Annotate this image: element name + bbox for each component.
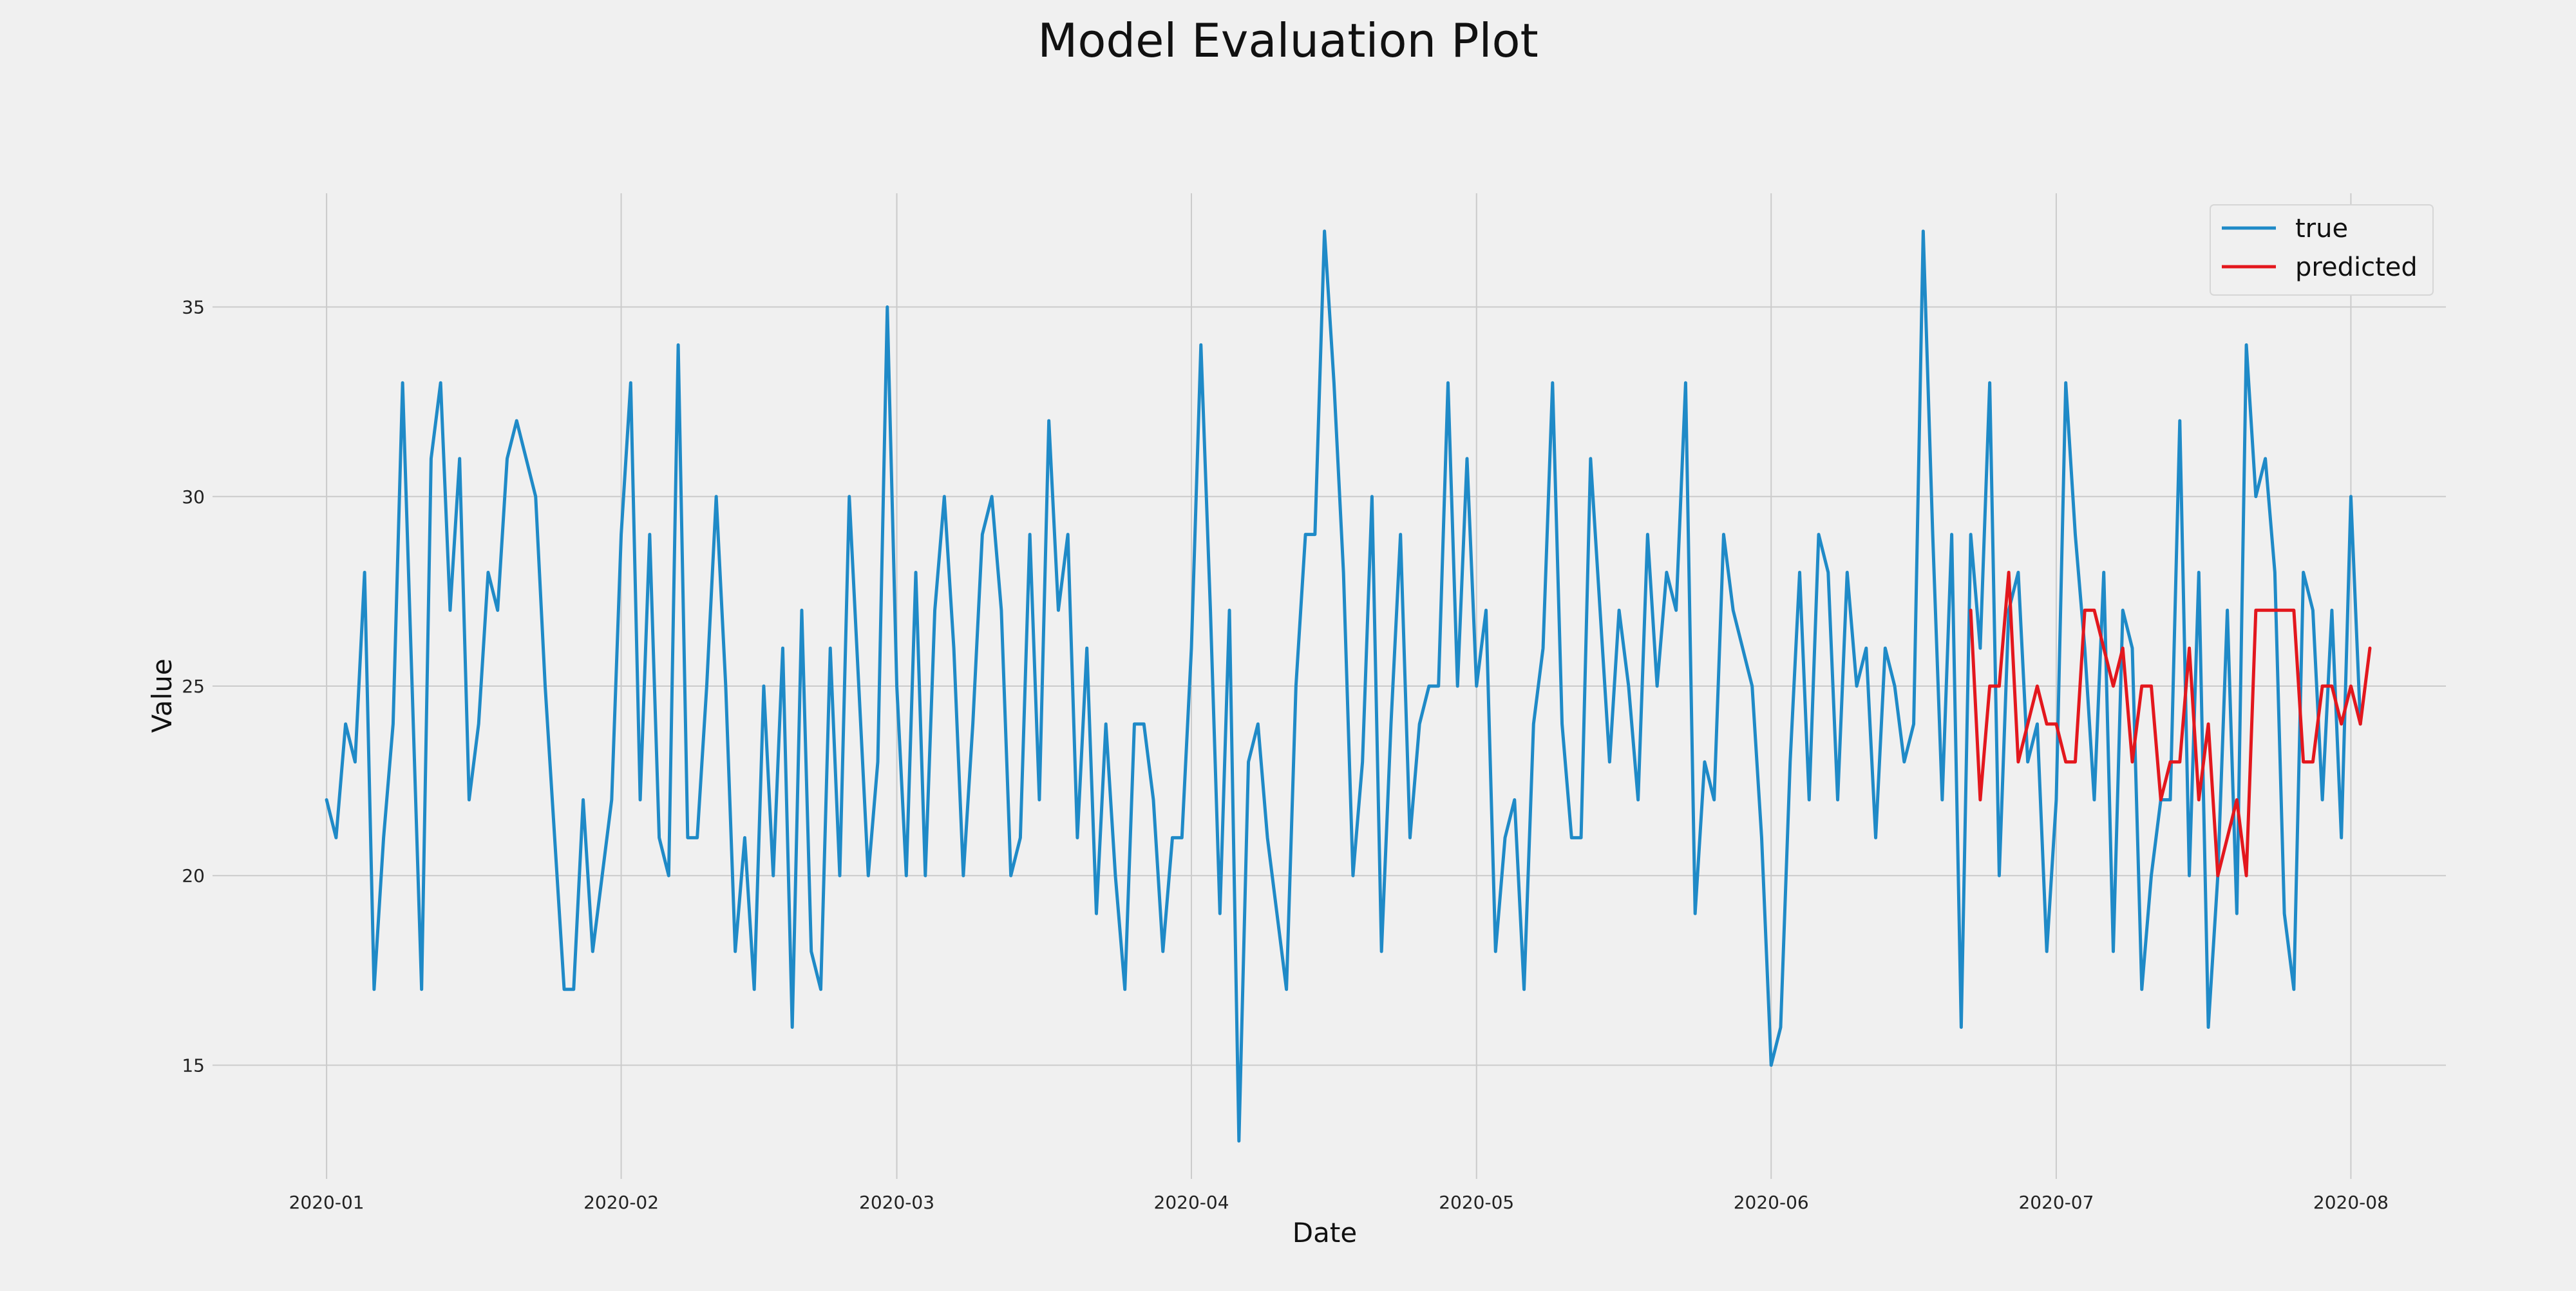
legend-label-predicted: predicted [2295, 253, 2418, 282]
grid-layer [213, 193, 2446, 1179]
legend: true predicted [2210, 204, 2434, 296]
legend-label-true: true [2295, 214, 2348, 244]
x-tick-label: 2020-06 [1734, 1192, 1809, 1213]
x-axis-label: Date [1293, 1217, 1357, 1248]
x-tick-label: 2020-08 [2313, 1192, 2389, 1213]
y-tick-label: 30 [182, 486, 205, 508]
chart-title: Model Evaluation Plot [1037, 14, 1539, 68]
series-layer [325, 229, 2372, 1143]
x-tick-label: 2020-01 [289, 1192, 365, 1213]
x-tick-label: 2020-02 [583, 1192, 659, 1213]
y-axis-label: Value [146, 658, 178, 732]
y-tick-label: 15 [182, 1055, 205, 1076]
tick-layer: 2020-01 2020-02 2020-03 2020-04 2020-05 2020-… [182, 297, 2389, 1213]
y-tick-label: 20 [182, 865, 205, 886]
x-tick-label: 2020-05 [1439, 1192, 1514, 1213]
x-tick-label: 2020-07 [2018, 1192, 2094, 1213]
x-tick-label: 2020-03 [859, 1192, 934, 1213]
x-tick-label: 2020-04 [1154, 1192, 1229, 1213]
y-tick-label: 35 [182, 297, 205, 318]
y-tick-label: 25 [182, 676, 205, 697]
series-line-predicted [1969, 570, 2372, 877]
series-line-true [325, 229, 2362, 1143]
